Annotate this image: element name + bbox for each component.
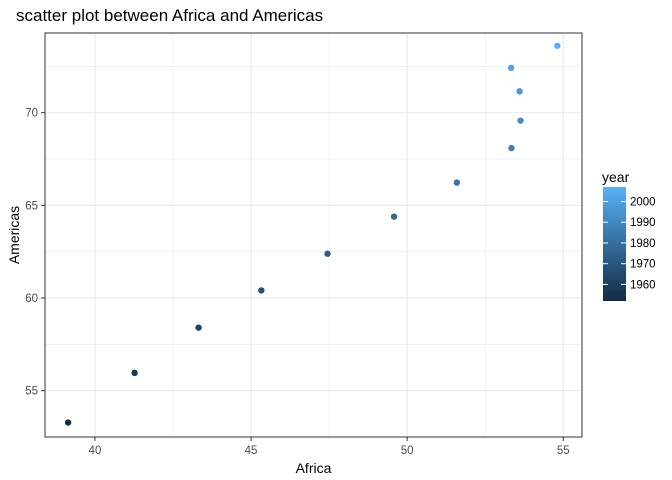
data-point — [324, 250, 331, 257]
data-point — [508, 144, 515, 152]
data-point — [390, 213, 398, 220]
chart-title: scatter plot between Africa and Americas — [16, 6, 323, 25]
legend-tick-label: 1980 — [630, 238, 656, 250]
data-points — [64, 42, 561, 426]
data-point — [453, 179, 461, 186]
data-point — [516, 88, 523, 95]
axis-ticks: 40 45 50 55 55 60 65 70 — [25, 108, 569, 457]
x-tick-label: 40 — [89, 445, 102, 457]
plot-border — [44, 32, 583, 438]
x-tick-label: 50 — [401, 445, 414, 457]
legend-ticks: 1960 1970 1980 1990 2000 — [603, 197, 656, 291]
data-point — [64, 419, 72, 426]
x-tick-label: 45 — [245, 445, 258, 457]
legend-tick-label: 1990 — [630, 217, 656, 229]
y-tick-label: 60 — [25, 293, 38, 305]
data-point — [258, 287, 265, 294]
data-point — [131, 369, 138, 377]
x-axis-title: Africa — [296, 460, 332, 476]
legend-tick-label: 1970 — [630, 259, 656, 271]
x-tick-label: 55 — [557, 445, 570, 457]
data-point — [195, 324, 202, 331]
y-tick-label: 55 — [25, 386, 38, 398]
y-tick-label: 65 — [25, 200, 38, 212]
legend-tick-label: 2000 — [630, 197, 656, 209]
plot-panel — [45, 33, 582, 437]
legend-colorbar — [603, 187, 626, 301]
legend-tick-label: 1960 — [630, 279, 656, 291]
y-tick-label: 70 — [25, 108, 38, 120]
data-point — [554, 42, 561, 49]
legend: year 1960 1970 1980 1990 2000 — [602, 169, 656, 301]
grid-lines — [45, 33, 582, 437]
data-point — [517, 117, 524, 124]
legend-title: year — [602, 169, 630, 185]
data-point — [507, 64, 515, 72]
y-axis-title: Americas — [6, 206, 22, 264]
